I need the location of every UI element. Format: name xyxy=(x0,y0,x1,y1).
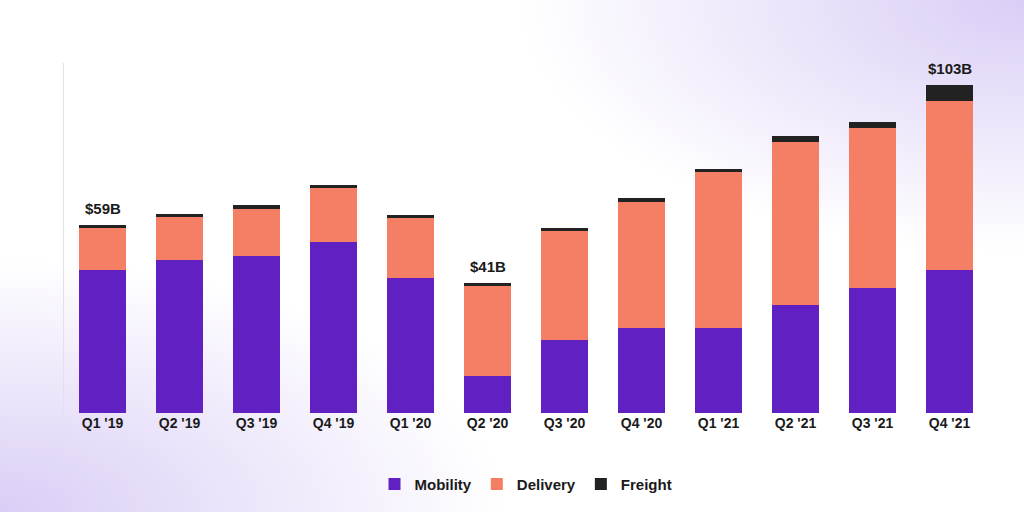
svg-text:Q3 '21: Q3 '21 xyxy=(852,415,894,431)
svg-text:Q1 '21: Q1 '21 xyxy=(698,415,740,431)
svg-text:Q1 '19: Q1 '19 xyxy=(82,415,124,431)
svg-text:$59B: $59B xyxy=(85,200,121,217)
svg-text:Q2 '19: Q2 '19 xyxy=(159,415,201,431)
svg-text:Q4 '19: Q4 '19 xyxy=(313,415,355,431)
svg-text:$41B: $41B xyxy=(470,258,506,275)
svg-text:Q2 '21: Q2 '21 xyxy=(775,415,817,431)
svg-text:Q3 '19: Q3 '19 xyxy=(236,415,278,431)
svg-text:Mobility: Mobility xyxy=(415,476,472,493)
svg-text:Q2 '20: Q2 '20 xyxy=(467,415,509,431)
svg-text:Delivery: Delivery xyxy=(517,476,576,493)
svg-text:$103B: $103B xyxy=(928,60,972,77)
svg-text:Q1 '20: Q1 '20 xyxy=(390,415,432,431)
svg-text:Q4 '20: Q4 '20 xyxy=(621,415,663,431)
svg-text:Q3 '20: Q3 '20 xyxy=(544,415,586,431)
svg-text:Freight: Freight xyxy=(621,476,672,493)
svg-text:Q4 '21: Q4 '21 xyxy=(929,415,971,431)
